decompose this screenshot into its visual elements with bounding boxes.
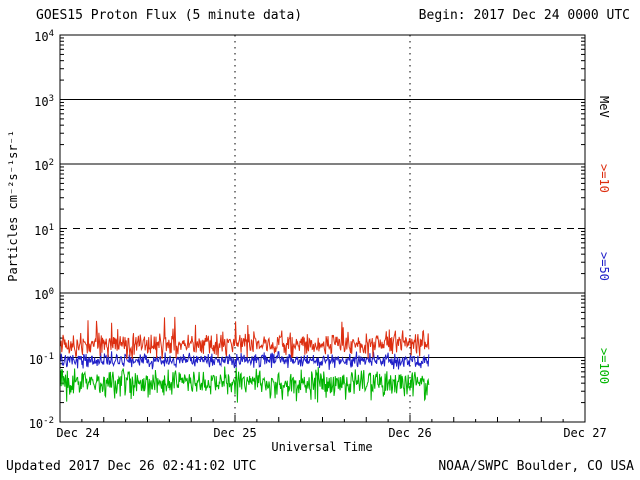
series-label-ge100: >=100 <box>597 348 611 385</box>
credit-label: NOAA/SWPC Boulder, CO USA <box>438 459 634 474</box>
y-tick-label: 102 <box>34 158 54 173</box>
series-line-ge100 <box>59 366 430 403</box>
series-line-ge50 <box>60 351 430 370</box>
right-axis-unit-label: MeV <box>597 96 611 118</box>
y-tick-label: 10-1 <box>28 351 54 367</box>
x-tick-label: Dec 25 <box>213 426 257 440</box>
chart-title: GOES15 Proton Flux (5 minute data) <box>36 8 303 23</box>
series-label-ge50: >=50 <box>597 252 611 281</box>
y-tick-label: 10-2 <box>28 416 54 431</box>
series-line-ge10 <box>59 316 430 360</box>
x-tick-label: Dec 27 <box>563 426 607 440</box>
x-tick-label: Dec 26 <box>388 426 432 440</box>
series-label-ge10: >=10 <box>597 164 611 193</box>
y-tick-label: 101 <box>34 222 54 238</box>
x-tick-label: Dec 24 <box>56 426 100 440</box>
plot-border <box>59 34 586 423</box>
updated-timestamp: Updated 2017 Dec 26 02:41:02 UTC <box>6 459 257 474</box>
y-tick-label: 103 <box>34 93 54 109</box>
y-tick-label: 100 <box>34 287 54 302</box>
begin-time-label: Begin: 2017 Dec 24 0000 UTC <box>418 8 630 23</box>
x-axis-label: Universal Time <box>271 440 373 454</box>
y-tick-label: 104 <box>34 29 54 44</box>
